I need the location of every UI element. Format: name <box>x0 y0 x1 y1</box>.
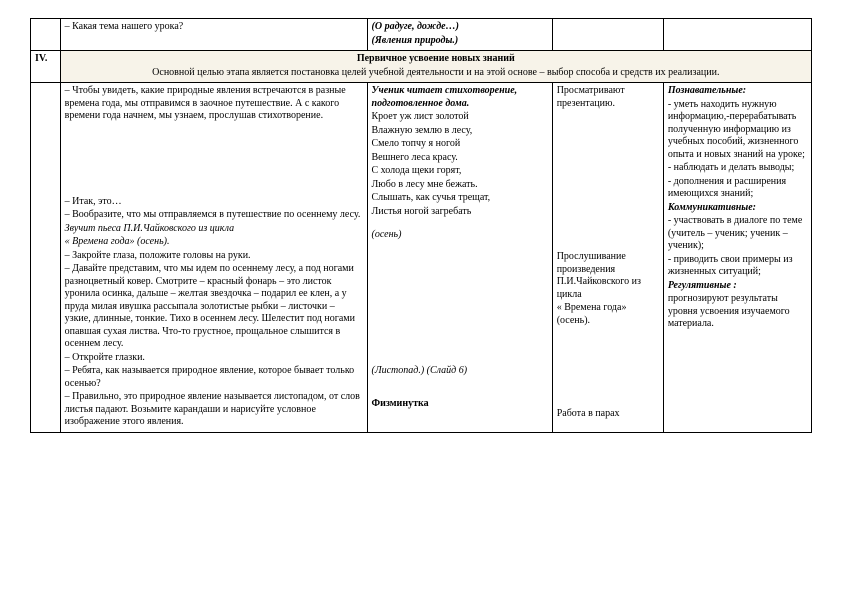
text: « Времена года» (осень). <box>557 302 659 327</box>
text: Регулятивные : <box>668 280 807 293</box>
text: С холода щеки горят, <box>372 165 548 178</box>
text: Смело топчу я ногой <box>372 138 548 151</box>
text: Познавательные: <box>668 85 807 98</box>
table-row: – Какая тема нашего урока? (О радуге, до… <box>31 19 812 51</box>
lesson-table: – Какая тема нашего урока? (О радуге, до… <box>30 18 812 433</box>
text: Работа в парах <box>557 408 659 421</box>
text: Кроет уж лист золотой <box>372 111 548 124</box>
text: – Итак, это… <box>65 196 363 209</box>
text: Просматривают презентацию. <box>557 85 659 110</box>
section-title: Первичное усвоение новых знаний <box>65 53 807 66</box>
text: - уметь находить нужную информацию,-пере… <box>668 99 807 162</box>
cell-teacher: – Чтобы увидеть, какие природные явления… <box>60 83 367 433</box>
text: – Откройте глазки. <box>65 352 363 365</box>
cell-answer: (О радуге, дожде…) (Явления природы.) <box>367 19 552 51</box>
cell-section-header: Первичное усвоение новых знаний Основной… <box>60 51 811 83</box>
section-subtitle: Основной целью этапа является постановка… <box>65 67 807 80</box>
fizminutka-label: Физминутка <box>372 398 548 411</box>
cell-empty <box>31 19 61 51</box>
text: – Давайте представим, что мы идем по осе… <box>65 263 363 351</box>
text: (осень) <box>372 229 548 242</box>
text: Любо в лесу мне бежать. <box>372 179 548 192</box>
cell-section-num: IV. <box>31 51 61 83</box>
text: – Чтобы увидеть, какие природные явления… <box>65 85 363 123</box>
cell-student: Ученик читает стихотворение, подготовлен… <box>367 83 552 433</box>
text: Влажную землю в лесу, <box>372 125 548 138</box>
text: Ученик читает стихотворение, подготовлен… <box>372 85 548 110</box>
text: - приводить свои примеры из жизненных си… <box>668 254 807 279</box>
text: - наблюдать и делать выводы; <box>668 162 807 175</box>
text: - участвовать в диалоге по теме (учитель… <box>668 215 807 253</box>
text: (О радуге, дожде…) <box>372 21 548 34</box>
text: Слышать, как сучья трещат, <box>372 192 548 205</box>
text: (Листопад.) (Слайд 6) <box>372 365 548 378</box>
text: « Времена года» (осень). <box>65 236 363 249</box>
text: Вешнего леса красу. <box>372 152 548 165</box>
cell-empty <box>31 83 61 433</box>
text: – Ребята, как называется природное явлен… <box>65 365 363 390</box>
text: Коммуникативные: <box>668 202 807 215</box>
table-row: – Чтобы увидеть, какие природные явления… <box>31 83 812 433</box>
cell-empty <box>552 19 663 51</box>
text: прогнозируют результаты уровня усвоения … <box>668 293 807 331</box>
table-row-section: IV. Первичное усвоение новых знаний Осно… <box>31 51 812 83</box>
cell-uud: Познавательные: - уметь находить нужную … <box>663 83 811 433</box>
text: – Закройте глаза, положите головы на рук… <box>65 250 363 263</box>
text: (Явления природы.) <box>372 35 548 48</box>
text: IV. <box>35 53 47 64</box>
text: – Какая тема нашего урока? <box>65 21 363 34</box>
text: Листья ногой загребать <box>372 206 548 219</box>
cell-activity: Просматривают презентацию. Прослушивание… <box>552 83 663 433</box>
page-container: – Какая тема нашего урока? (О радуге, до… <box>0 0 842 451</box>
text: – Правильно, это природное явление назыв… <box>65 391 363 429</box>
text: Прослушивание произведения П.И.Чайковско… <box>557 251 659 301</box>
text: – Вообразите, что мы отправляемся в путе… <box>65 209 363 222</box>
text: Звучит пьеса П.И.Чайковского из цикла <box>65 223 363 236</box>
text: - дополнения и расширения имеющихся знан… <box>668 176 807 201</box>
cell-empty <box>663 19 811 51</box>
cell-question: – Какая тема нашего урока? <box>60 19 367 51</box>
